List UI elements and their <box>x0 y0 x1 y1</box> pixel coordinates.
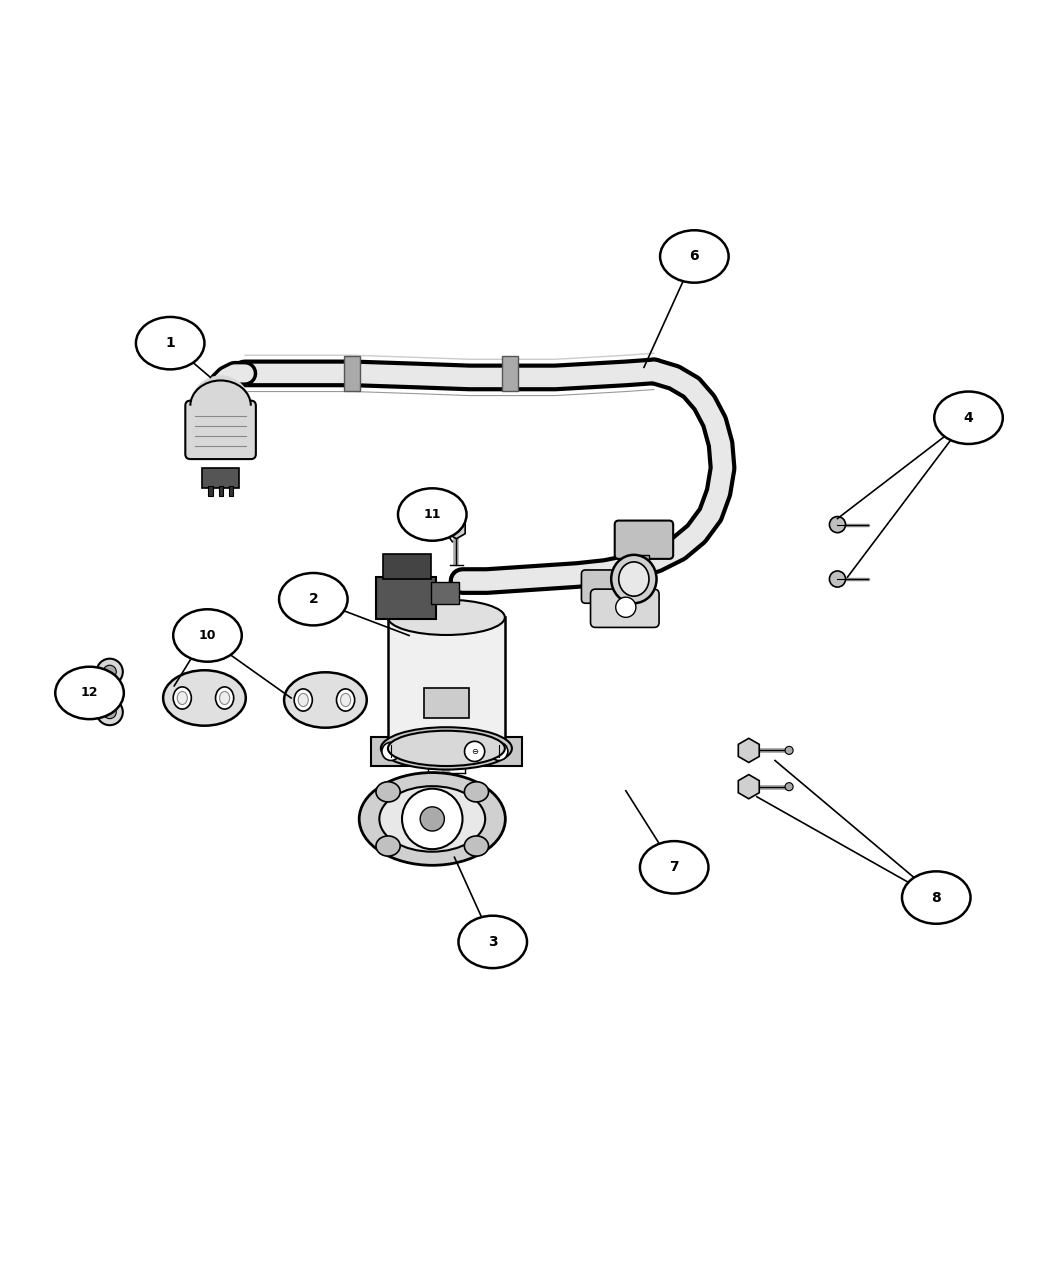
Circle shape <box>830 571 845 587</box>
Ellipse shape <box>459 915 527 968</box>
Bar <box>203 468 238 488</box>
Bar <box>502 356 518 390</box>
Text: ⊖: ⊖ <box>471 747 478 756</box>
Circle shape <box>420 807 444 831</box>
Circle shape <box>785 783 793 790</box>
Bar <box>209 486 212 496</box>
Circle shape <box>785 746 793 755</box>
Bar <box>376 578 437 620</box>
Ellipse shape <box>279 572 348 626</box>
Bar <box>424 688 468 718</box>
Bar <box>343 356 360 390</box>
Circle shape <box>103 666 117 678</box>
Ellipse shape <box>294 688 312 711</box>
FancyBboxPatch shape <box>185 400 256 459</box>
Text: 7: 7 <box>669 861 679 875</box>
FancyBboxPatch shape <box>582 570 645 603</box>
Ellipse shape <box>359 773 505 866</box>
Ellipse shape <box>379 787 485 852</box>
Text: 3: 3 <box>488 935 498 949</box>
Ellipse shape <box>902 871 970 924</box>
Bar <box>229 486 233 496</box>
Ellipse shape <box>387 731 505 766</box>
Text: 2: 2 <box>309 592 318 606</box>
Ellipse shape <box>618 562 649 597</box>
Circle shape <box>382 742 400 760</box>
Ellipse shape <box>387 599 505 635</box>
Circle shape <box>402 789 462 849</box>
Ellipse shape <box>340 694 351 706</box>
Ellipse shape <box>336 688 355 711</box>
Text: 1: 1 <box>165 337 175 351</box>
Ellipse shape <box>376 782 400 802</box>
Circle shape <box>615 597 636 617</box>
Text: 10: 10 <box>198 629 216 643</box>
Text: 8: 8 <box>931 890 941 904</box>
Circle shape <box>464 741 485 761</box>
Ellipse shape <box>381 727 512 770</box>
Ellipse shape <box>163 671 246 725</box>
Bar <box>432 583 460 604</box>
Ellipse shape <box>215 687 234 709</box>
Ellipse shape <box>173 687 191 709</box>
Bar <box>218 486 223 496</box>
Circle shape <box>489 742 508 760</box>
Ellipse shape <box>135 317 205 370</box>
Ellipse shape <box>464 782 488 802</box>
Ellipse shape <box>934 391 1003 444</box>
Bar <box>371 737 522 765</box>
Ellipse shape <box>298 694 309 706</box>
Ellipse shape <box>177 691 187 705</box>
Ellipse shape <box>660 231 729 283</box>
Circle shape <box>97 699 123 725</box>
Ellipse shape <box>285 672 366 728</box>
Ellipse shape <box>639 842 709 894</box>
Ellipse shape <box>173 609 242 662</box>
Circle shape <box>103 705 117 719</box>
Bar <box>638 555 649 569</box>
Circle shape <box>97 659 123 685</box>
FancyBboxPatch shape <box>590 589 659 627</box>
Circle shape <box>830 516 845 533</box>
Ellipse shape <box>376 836 400 856</box>
Ellipse shape <box>398 488 466 541</box>
Text: 6: 6 <box>690 250 699 264</box>
Text: 12: 12 <box>81 686 99 700</box>
Text: 11: 11 <box>423 507 441 521</box>
FancyBboxPatch shape <box>614 520 673 558</box>
Ellipse shape <box>56 667 124 719</box>
Ellipse shape <box>611 555 656 603</box>
Bar <box>387 617 505 748</box>
Wedge shape <box>190 375 251 405</box>
Bar <box>383 553 432 579</box>
Ellipse shape <box>464 836 488 856</box>
Ellipse shape <box>219 691 230 705</box>
Text: 4: 4 <box>964 411 973 425</box>
